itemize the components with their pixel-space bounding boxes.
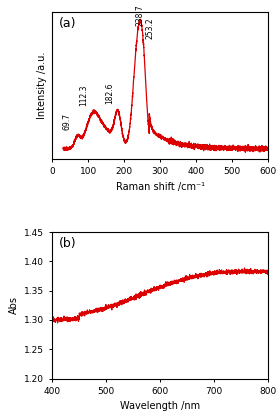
Text: (b): (b) <box>59 237 76 250</box>
Text: 69.7: 69.7 <box>63 113 72 130</box>
Y-axis label: Intensity /a.u.: Intensity /a.u. <box>37 52 47 119</box>
Text: 112.3: 112.3 <box>79 85 88 106</box>
Text: (a): (a) <box>59 17 76 30</box>
X-axis label: Wavelength /nm: Wavelength /nm <box>120 401 200 411</box>
Y-axis label: Abs: Abs <box>9 296 18 314</box>
Text: 253.2: 253.2 <box>145 17 154 39</box>
Text: 238.7: 238.7 <box>136 5 144 26</box>
X-axis label: Raman shift /cm⁻¹: Raman shift /cm⁻¹ <box>116 182 205 192</box>
Text: 182.6: 182.6 <box>105 83 115 104</box>
